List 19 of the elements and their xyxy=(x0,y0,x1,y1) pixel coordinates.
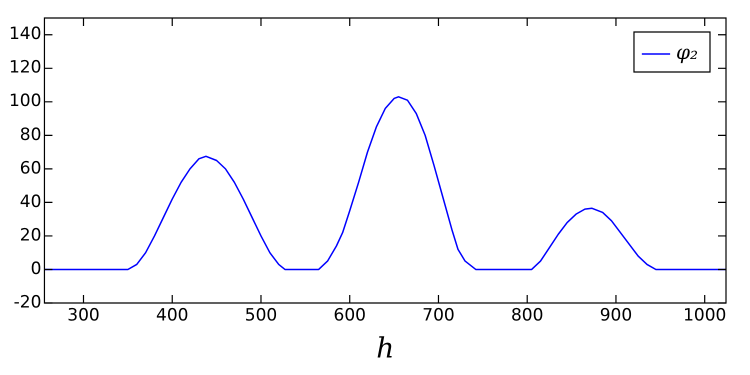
x-tick-label: 800 xyxy=(510,306,544,326)
y-tick-label: 140 xyxy=(8,24,42,44)
x-tick-label: 300 xyxy=(67,306,100,326)
legend-label: φ₂ xyxy=(676,40,698,64)
y-tick-label: 120 xyxy=(8,58,42,78)
y-tick-label: 0 xyxy=(30,258,42,279)
y-tick-label: 100 xyxy=(8,91,42,112)
x-tick-label: 400 xyxy=(156,306,188,326)
y-tick-label: 80 xyxy=(20,124,42,145)
y-tick-label: -20 xyxy=(14,292,42,312)
y-tick-label: 60 xyxy=(20,158,42,178)
x-tick-label: 600 xyxy=(334,306,366,326)
x-tick-label: 700 xyxy=(422,306,455,326)
y-tick-label: 40 xyxy=(20,192,42,212)
x-axis-title: h xyxy=(376,331,394,364)
y-tick-label: 20 xyxy=(20,225,42,246)
x-tick-label: 500 xyxy=(244,306,278,326)
x-tick-label: 900 xyxy=(600,306,632,326)
x-tick-label: 1000 xyxy=(683,306,726,326)
